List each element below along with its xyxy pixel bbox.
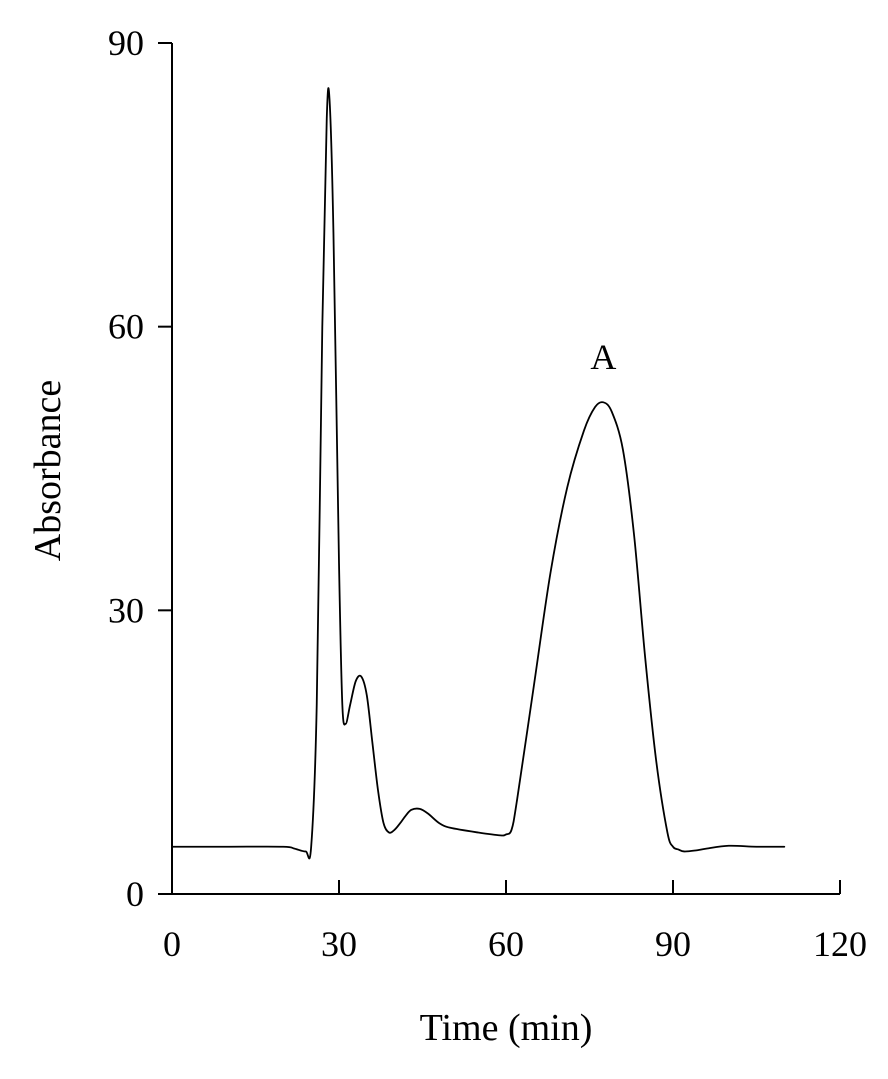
x-tick-label: 30: [321, 924, 357, 964]
y-ticks: 0 30 60 90: [108, 23, 172, 914]
y-tick-label: 0: [126, 874, 144, 914]
x-axis-title: Time (min): [420, 1007, 593, 1049]
y-tick-label: 30: [108, 590, 144, 630]
y-axis-title: Absorbance: [27, 380, 69, 561]
absorbance-series-line: [171, 87, 786, 860]
x-tick-label: 0: [163, 924, 181, 964]
axes: [171, 43, 840, 895]
x-tick-label: 60: [488, 924, 524, 964]
annotations: A: [590, 337, 616, 377]
y-tick-label: 60: [108, 307, 144, 347]
x-tick-label: 90: [655, 924, 691, 964]
data-points: [171, 99, 785, 853]
peak-label: A: [590, 337, 616, 377]
x-tick-label: 120: [813, 924, 867, 964]
x-ticks: 0 30 60 90 120: [163, 880, 867, 964]
y-tick-label: 90: [108, 23, 144, 63]
